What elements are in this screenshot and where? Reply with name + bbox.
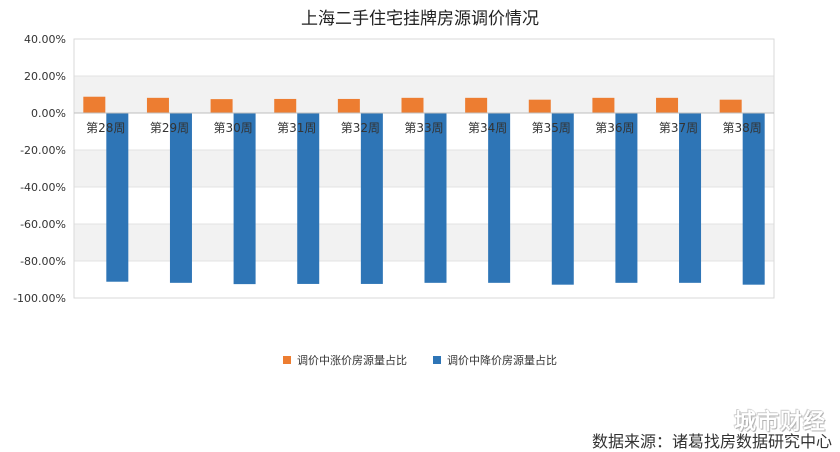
bar-fall-2 (233, 113, 256, 285)
bar-rise-8 (592, 97, 615, 113)
legend-item-fall: 调价中降价房源量占比 (433, 352, 557, 368)
bar-rise-7 (528, 99, 551, 113)
bar-rise-1 (146, 97, 169, 113)
bar-chart: 40.00% 20.00% 0.00% -20.00% -40.00% -60.00% -8… (13, 33, 775, 305)
bar-fall-0 (106, 113, 129, 282)
bar-fall-1 (169, 113, 192, 283)
bar-fall-9 (679, 113, 702, 283)
x-tick-label: 第32周 (341, 121, 380, 135)
bar-fall-3 (297, 113, 320, 284)
bar-rise-4 (337, 98, 360, 113)
y-tick-label: -100.00% (13, 292, 66, 305)
data-source: 数据来源：诸葛找房数据研究中心 (591, 432, 832, 451)
x-tick-label: 第38周 (723, 121, 762, 135)
y-tick-label: 20.00% (24, 70, 66, 83)
y-tick-label: -60.00% (20, 218, 66, 231)
legend-swatch-fall (433, 356, 441, 364)
y-tick-label: -40.00% (20, 181, 66, 194)
chart-title: 上海二手住宅挂牌房源调价情况 (301, 9, 539, 29)
x-tick-label: 第36周 (595, 121, 634, 135)
legend-swatch-rise (283, 356, 291, 364)
legend: 调价中涨价房源量占比 调价中降价房源量占比 (0, 352, 840, 368)
bar-rise-9 (656, 97, 679, 113)
bar-fall-8 (615, 113, 638, 283)
x-tick-label: 第28周 (86, 121, 125, 135)
y-tick-label: -20.00% (20, 144, 66, 157)
x-tick-label: 第35周 (532, 121, 571, 135)
bar-rise-5 (401, 97, 424, 113)
x-tick-label: 第33周 (404, 121, 443, 135)
watermark: 城市财经 (733, 410, 826, 435)
x-tick-label: 第37周 (659, 121, 698, 135)
y-tick-label: -80.00% (20, 255, 66, 268)
x-tick-label: 第34周 (468, 121, 507, 135)
bar-rise-2 (210, 99, 233, 113)
y-tick-label: 0.00% (31, 107, 66, 120)
x-tick-label: 第30周 (213, 121, 252, 135)
legend-label-fall: 调价中降价房源量占比 (447, 354, 557, 367)
bars (74, 96, 774, 285)
legend-item-rise: 调价中涨价房源量占比 (283, 352, 407, 368)
y-axis-ticks: 40.00% 20.00% 0.00% -20.00% -40.00% -60.00% -8… (13, 33, 66, 305)
plot-border (73, 38, 775, 299)
bar-fall-7 (551, 113, 574, 285)
bar-fall-6 (488, 113, 511, 283)
x-axis-ticks: 第28周 第29周 第30周 第31周 第32周 第33周 第34周 第35周 第36周 第37周… (86, 121, 762, 135)
bar-rise-6 (465, 97, 488, 113)
x-tick-label: 第31周 (277, 121, 316, 135)
legend-label-rise: 调价中涨价房源量占比 (297, 354, 407, 367)
x-tick-label: 第29周 (150, 121, 189, 135)
bar-rise-3 (274, 98, 297, 113)
bar-rise-0 (83, 96, 106, 113)
bar-rise-10 (719, 99, 742, 113)
bar-fall-5 (424, 113, 447, 283)
bar-fall-4 (360, 113, 383, 284)
y-tick-label: 40.00% (24, 33, 66, 46)
bar-fall-10 (742, 113, 765, 285)
